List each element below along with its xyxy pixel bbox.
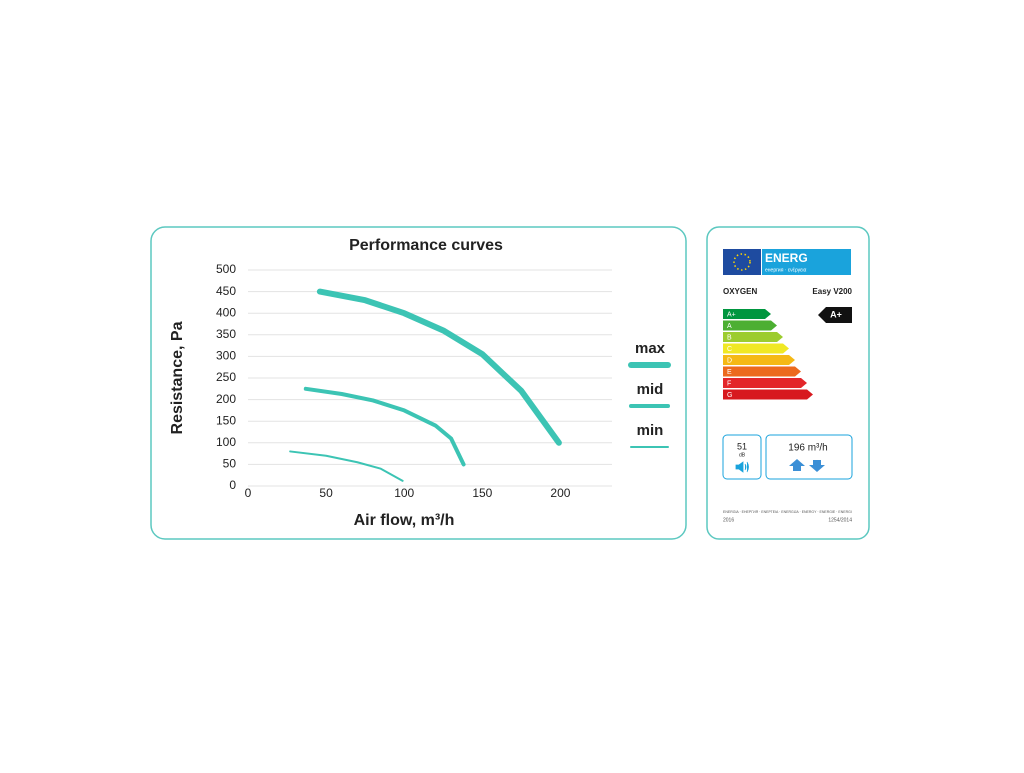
y-tick-label: 0 (229, 478, 236, 492)
y-tick-label: 200 (216, 392, 236, 406)
class-bar (723, 343, 789, 354)
legend-label: mid (637, 381, 664, 398)
y-tick-label: 50 (223, 457, 237, 471)
y-tick-label: 350 (216, 327, 236, 341)
model: Easy V200 (812, 287, 852, 296)
class-bar (723, 332, 783, 342)
energy-logo-box (762, 249, 851, 275)
chart-title: Performance curves (349, 237, 503, 254)
x-tick-label: 0 (245, 486, 252, 500)
speaker-icon (735, 461, 749, 473)
y-tick-label: 100 (216, 435, 236, 449)
class-label: G (727, 392, 732, 399)
noise-box (722, 434, 762, 480)
class-label: A (727, 323, 732, 330)
class-bar (723, 378, 807, 388)
class-label: C (727, 346, 732, 353)
rating-arrow (818, 307, 852, 323)
class-label: F (727, 380, 731, 387)
legend-label: min (637, 422, 664, 439)
x-tick-label: 200 (550, 486, 570, 500)
x-axis-label: Air flow, m³/h (354, 512, 455, 529)
y-tick-label: 300 (216, 349, 236, 363)
class-label: B (727, 334, 732, 341)
footer-words: ENERGIA · ЕНЕРГИЯ · ΕΝΕΡΓΕΙΑ · ENERGIJA … (723, 510, 852, 514)
series-line (303, 386, 466, 467)
rating: A+ (830, 309, 842, 319)
y-tick-label: 250 (216, 370, 236, 384)
energy-logo: ENERG (765, 251, 808, 265)
y-tick-label: 450 (216, 284, 236, 298)
x-tick-label: 150 (472, 486, 492, 500)
class-bar (723, 309, 771, 319)
y-tick-label: 150 (216, 413, 236, 427)
series-line (316, 288, 562, 446)
chart-card (150, 226, 687, 540)
class-label: E (727, 369, 732, 376)
regulation: 1254/2014 (828, 517, 852, 523)
y-tick-label: 400 (216, 305, 236, 319)
year: 2016 (723, 517, 734, 523)
airflow-box (765, 434, 853, 480)
class-bar (723, 389, 813, 400)
class-label: A+ (727, 311, 736, 318)
class-label: D (727, 357, 732, 364)
noise: 51 (737, 441, 747, 451)
arrow-up-icon (789, 459, 805, 471)
x-tick-label: 50 (319, 486, 333, 500)
y-axis-label: Resistance, Pa (169, 321, 186, 434)
energy-logo-sub: енергия · ενέργεια (765, 266, 807, 273)
class-bar (723, 320, 777, 331)
x-tick-label: 100 (394, 486, 414, 500)
arrow-down-icon (809, 460, 825, 472)
y-tick-label: 500 (216, 262, 236, 276)
legend-label: max (635, 340, 666, 357)
brand: OXYGEN (723, 287, 757, 296)
airflow: 196 m³/h (788, 443, 827, 454)
eu-stars (733, 253, 751, 271)
noise-unit: dB (739, 452, 746, 458)
class-bar (723, 355, 795, 365)
series-line (289, 450, 404, 482)
eu-flag (723, 249, 761, 275)
class-bar (723, 366, 801, 377)
